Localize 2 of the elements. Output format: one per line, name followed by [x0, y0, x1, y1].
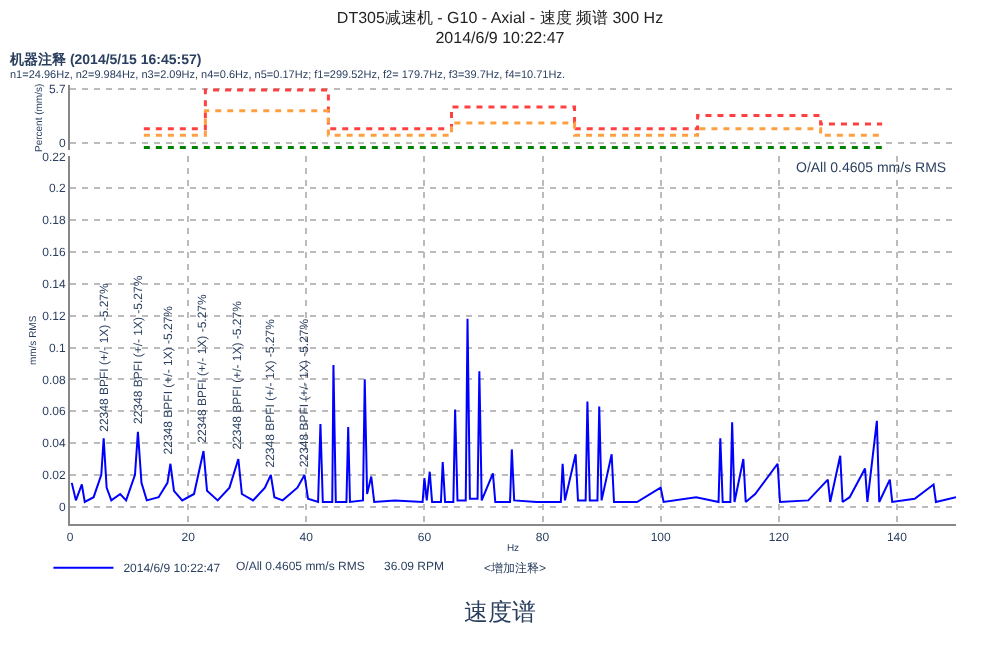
chart-title: DT305减速机 - G10 - Axial - 速度 频谱 300 Hz 2014/6/9 10:22:47 [336, 8, 664, 48]
text: 速度谱 [464, 598, 536, 626]
